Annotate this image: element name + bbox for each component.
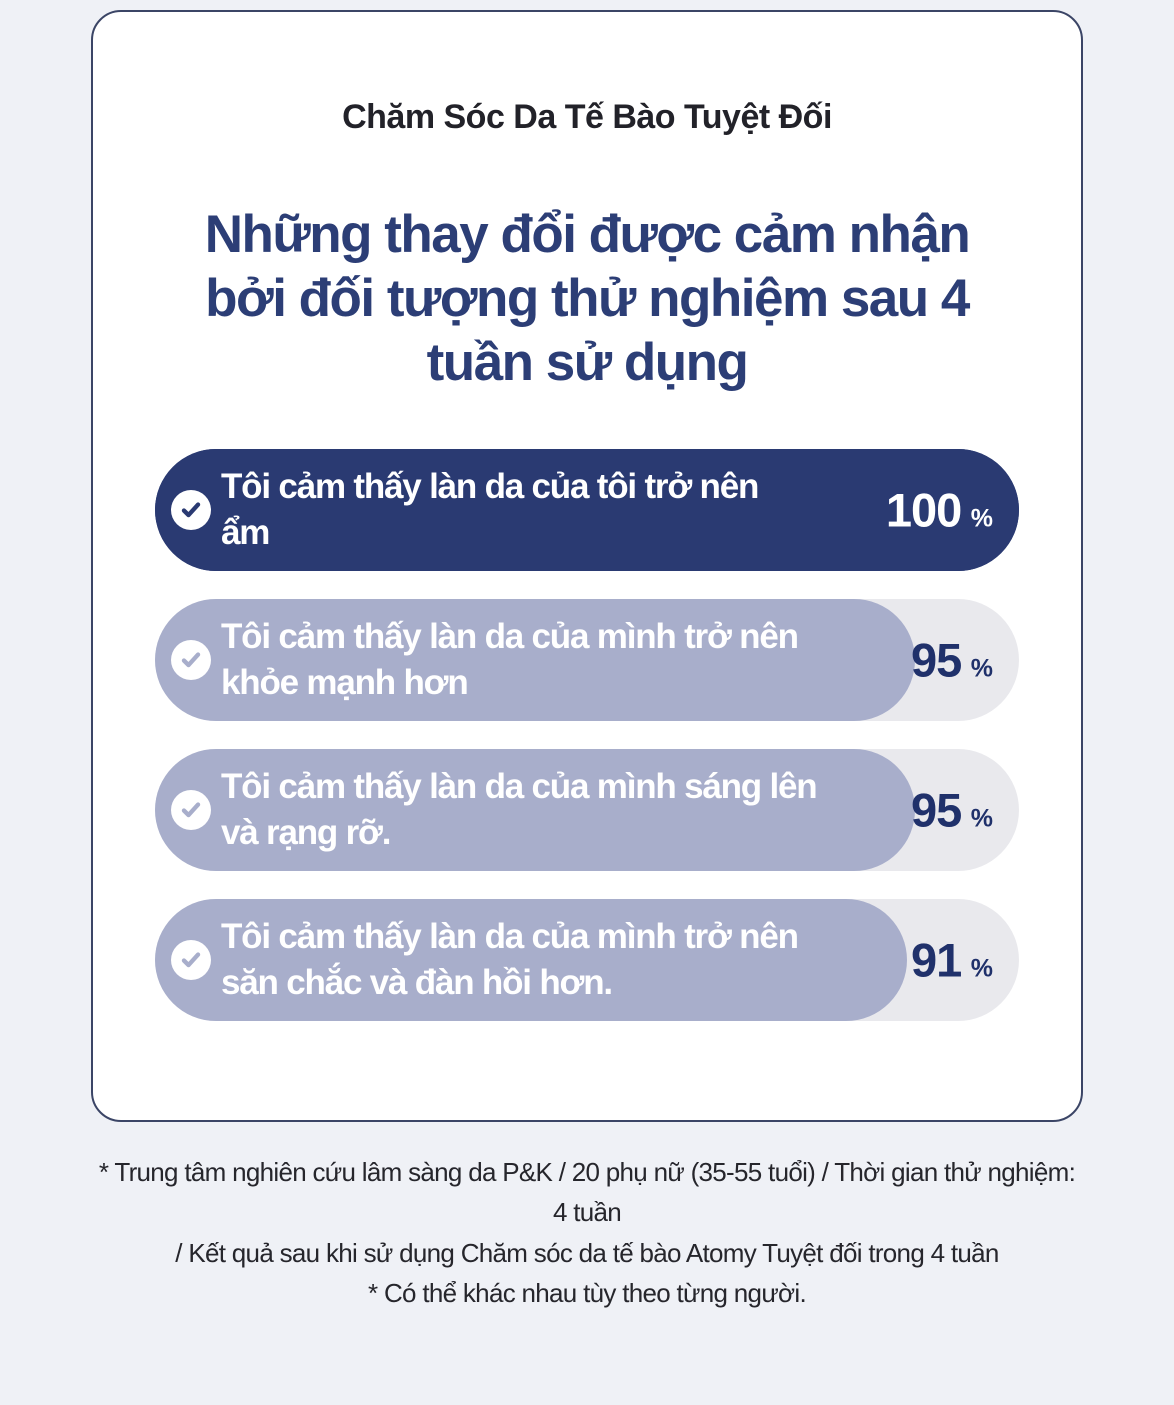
percent-value: 91	[911, 933, 962, 987]
main-heading: Những thay đổi được cảm nhận bởi đối tượ…	[155, 203, 1019, 395]
bar-content: Tôi cảm thấy làn da của tôi trở nên ẩm 1…	[155, 449, 1019, 571]
result-bar-radiant: Tôi cảm thấy làn da của mình sáng lên và…	[155, 749, 1019, 872]
percent-value: 95	[911, 633, 962, 687]
footnote-line: * Trung tâm nghiên cứu lâm sàng da P&K /…	[98, 1157, 1076, 1187]
bar-fill	[155, 449, 1019, 572]
check-icon	[171, 490, 211, 531]
main-heading-line: bởi đối tượng thử nghiệm sau 4	[205, 269, 970, 329]
check-icon	[171, 640, 211, 681]
bar-percent: 95 %	[911, 783, 993, 838]
bar-fill	[155, 749, 916, 872]
percent-value: 95	[911, 783, 962, 837]
bar-content: Tôi cảm thấy làn da của mình trở nên săn…	[155, 899, 1019, 1021]
percent-sign: %	[970, 654, 993, 683]
card-title: Chăm Sóc Da Tế Bào Tuyệt Đối	[342, 98, 832, 136]
footnote-line: * Có thể khác nhau tùy theo từng người.	[368, 1277, 807, 1308]
main-heading-line: tuần sử dụng	[426, 333, 749, 393]
footnote-line: 4 tuần	[552, 1197, 622, 1228]
bar-label: Tôi cảm thấy làn da của mình sáng lên và…	[221, 767, 818, 853]
footnotes: * Trung tâm nghiên cứu lâm sàng da P&K /…	[0, 1152, 1174, 1313]
main-heading-line: Những thay đổi được cảm nhận	[204, 205, 971, 264]
result-bar-healthy: Tôi cảm thấy làn da của mình trở nên khỏ…	[155, 599, 1019, 722]
bar-label: Tôi cảm thấy làn da của mình trở nên khỏ…	[221, 617, 799, 703]
percent-value: 100	[885, 483, 962, 537]
bar-fill	[155, 599, 916, 722]
result-bar-moisture: Tôi cảm thấy làn da của tôi trở nên ẩm 1…	[155, 449, 1019, 572]
bar-content: Tôi cảm thấy làn da của mình trở nên khỏ…	[155, 599, 1019, 721]
check-icon	[171, 940, 211, 981]
result-bar-firm: Tôi cảm thấy làn da của mình trở nên săn…	[155, 899, 1019, 1022]
check-icon	[171, 790, 211, 831]
results-card: Chăm Sóc Da Tế Bào Tuyệt Đối Những thay …	[91, 10, 1083, 1122]
percent-sign: %	[970, 804, 993, 833]
bar-percent: 91 %	[911, 933, 993, 988]
page-background: { "card": { "title": "Chăm Sóc Da Tế Bào…	[0, 10, 1174, 1405]
percent-sign: %	[970, 504, 993, 533]
bar-label: Tôi cảm thấy làn da của mình trở nên săn…	[221, 917, 799, 1003]
results-bar-list: Tôi cảm thấy làn da của tôi trở nên ẩm 1…	[155, 449, 1019, 1022]
bar-percent: 100 %	[886, 483, 993, 538]
footnote-line: / Kết quả sau khi sử dụng Chăm sóc da tế…	[175, 1237, 999, 1268]
bar-content: Tôi cảm thấy làn da của mình sáng lên và…	[155, 749, 1019, 871]
bar-label: Tôi cảm thấy làn da của tôi trở nên ẩm	[221, 467, 759, 553]
percent-sign: %	[970, 954, 993, 983]
bar-percent: 95 %	[911, 633, 993, 688]
bar-fill	[155, 899, 907, 1022]
